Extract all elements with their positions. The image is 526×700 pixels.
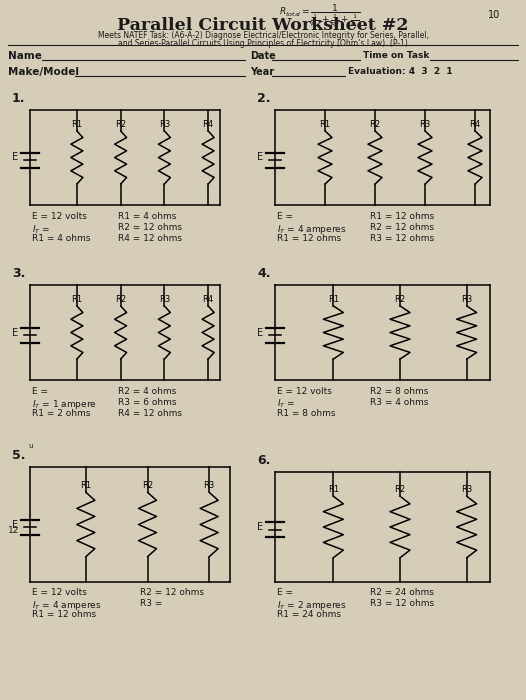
Text: R1 = 24 ohms: R1 = 24 ohms [277,610,341,619]
Text: E = 12 volts: E = 12 volts [32,588,87,597]
Text: $I_T$ =: $I_T$ = [277,398,295,410]
Text: E: E [12,153,18,162]
Text: $I_T$ = 4 amperes: $I_T$ = 4 amperes [277,223,347,236]
Text: R2: R2 [115,120,126,129]
Text: R1 = 4 ohms: R1 = 4 ohms [118,212,176,221]
Text: R1 = 12 ohms: R1 = 12 ohms [32,610,96,619]
Text: E =: E = [277,588,293,597]
Text: R4: R4 [203,295,214,304]
Text: R3: R3 [461,295,472,304]
Text: E: E [257,522,263,532]
Text: R1: R1 [328,295,339,304]
Text: R4 = 12 ohms: R4 = 12 ohms [118,234,182,243]
Text: Year: Year [250,67,274,77]
Text: R1 = 12 ohms: R1 = 12 ohms [277,234,341,243]
Text: Name: Name [8,51,42,61]
Text: Meets NATEF Task: (A6-A-2) Diagnose Electrical/Electronic Integrity for Series, : Meets NATEF Task: (A6-A-2) Diagnose Elec… [97,31,429,40]
Text: E: E [12,519,18,529]
Text: R3: R3 [419,120,431,129]
Text: R2: R2 [142,482,153,490]
Text: R2: R2 [115,295,126,304]
Text: u: u [28,443,33,449]
Text: R2 = 12 ohms: R2 = 12 ohms [370,223,434,232]
Text: R3: R3 [461,485,472,494]
Text: Make/Model: Make/Model [8,67,79,77]
Text: R3 = 12 ohms: R3 = 12 ohms [370,599,434,608]
Text: R3 = 4 ohms: R3 = 4 ohms [370,398,428,407]
Text: 4.: 4. [257,267,270,280]
Text: E =: E = [32,387,48,396]
Text: R2: R2 [394,295,406,304]
Text: 1.: 1. [12,92,25,105]
Text: Parallel Circuit Worksheet #2: Parallel Circuit Worksheet #2 [117,17,409,34]
Text: R1: R1 [72,295,83,304]
Text: $R_{total} = \dfrac{1}{\frac{1}{R_1}+\frac{1}{R_2}+\frac{1}{R_n}}$: $R_{total} = \dfrac{1}{\frac{1}{R_1}+\fr… [279,3,361,31]
Text: R2: R2 [369,120,381,129]
Text: 10: 10 [488,10,500,20]
Text: R1: R1 [72,120,83,129]
Text: 5.: 5. [12,449,25,462]
Text: 12: 12 [8,526,19,535]
Text: R3 =: R3 = [140,599,163,608]
Text: $I_T$ = 1 ampere: $I_T$ = 1 ampere [32,398,97,411]
Text: R3: R3 [159,295,170,304]
Text: R3 = 12 ohms: R3 = 12 ohms [370,234,434,243]
Text: R4 = 12 ohms: R4 = 12 ohms [118,409,182,418]
Text: R2 = 8 ohms: R2 = 8 ohms [370,387,428,396]
Text: 6.: 6. [257,454,270,467]
Text: $I_T$ =: $I_T$ = [32,223,50,235]
Text: E: E [257,328,263,337]
Text: E = 12 volts: E = 12 volts [277,387,332,396]
Text: E =: E = [277,212,293,221]
Text: Evaluation: 4  3  2  1: Evaluation: 4 3 2 1 [348,67,453,76]
Text: R1 = 8 ohms: R1 = 8 ohms [277,409,336,418]
Text: R3: R3 [159,120,170,129]
Text: R1 = 2 ohms: R1 = 2 ohms [32,409,90,418]
Text: Time on Task: Time on Task [363,51,429,60]
Text: 3.: 3. [12,267,25,280]
Text: R3: R3 [204,482,215,490]
Text: R2 = 12 ohms: R2 = 12 ohms [140,588,204,597]
Text: R2 = 4 ohms: R2 = 4 ohms [118,387,176,396]
Text: $I_T$ = 4 amperes: $I_T$ = 4 amperes [32,599,102,612]
Text: R3 = 6 ohms: R3 = 6 ohms [118,398,177,407]
Text: R2: R2 [394,485,406,494]
Text: and Series-Parallel Circuits Using Principles of Electricity (Ohm’s Law). (P-1): and Series-Parallel Circuits Using Princ… [118,39,408,48]
Text: R1 = 12 ohms: R1 = 12 ohms [370,212,434,221]
Text: E = 12 volts: E = 12 volts [32,212,87,221]
Text: R1: R1 [319,120,330,129]
Text: R4: R4 [469,120,481,129]
Text: R1: R1 [328,485,339,494]
Text: R2 = 12 ohms: R2 = 12 ohms [118,223,182,232]
Text: R4: R4 [203,120,214,129]
Text: Date: Date [250,51,276,61]
Text: R2 = 24 ohms: R2 = 24 ohms [370,588,434,597]
Text: R1 = 4 ohms: R1 = 4 ohms [32,234,90,243]
Text: E: E [12,328,18,337]
Text: $I_T$ = 2 amperes: $I_T$ = 2 amperes [277,599,347,612]
Text: E: E [257,153,263,162]
Text: R1: R1 [80,482,92,490]
Text: 2.: 2. [257,92,270,105]
